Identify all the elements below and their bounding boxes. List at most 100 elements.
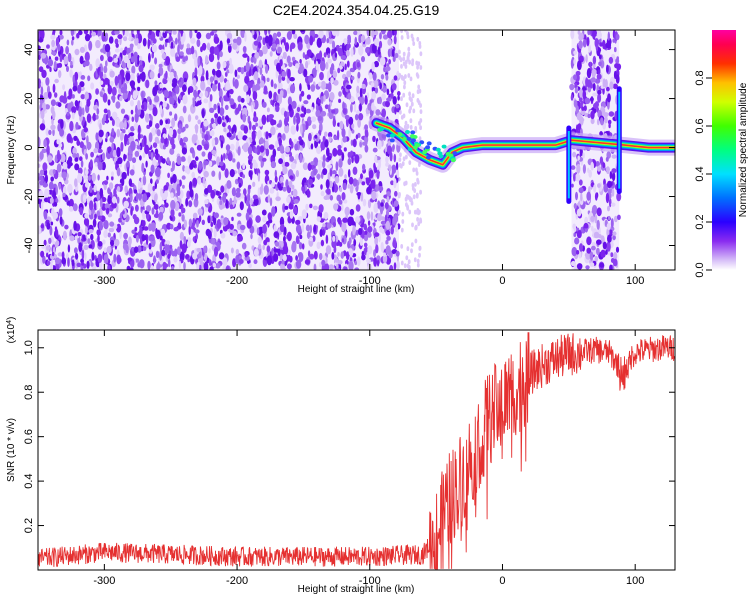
noise-speck (308, 75, 314, 83)
noise-speck (209, 76, 214, 83)
noise-speck (153, 255, 156, 264)
noise-speck (589, 82, 594, 89)
noise-speck (603, 183, 609, 193)
noise-speck (77, 167, 83, 175)
noise-speck (47, 155, 53, 163)
noise-speck (120, 108, 126, 114)
noise-speck (235, 254, 240, 264)
noise-speck (338, 241, 343, 247)
noise-speck (79, 46, 85, 54)
noise-speck (56, 153, 62, 161)
noise-speck (343, 147, 347, 152)
noise-speck (245, 212, 250, 221)
noise-speck (229, 57, 233, 66)
signal-blob (422, 150, 428, 155)
noise-speck (79, 207, 84, 216)
signal-blob (435, 147, 441, 152)
noise-speck (337, 260, 343, 265)
noise-speck (74, 100, 79, 107)
noise-speck (338, 199, 343, 205)
noise-speck (42, 255, 46, 264)
noise-speck (268, 219, 273, 224)
noise-speck (105, 60, 108, 67)
noise-speck (587, 30, 591, 36)
noise-speck (574, 237, 580, 245)
noise-speck (86, 135, 89, 145)
noise-speck (219, 40, 223, 51)
snr-x-ticks: -300 -200 -100 0 100 (93, 330, 644, 587)
noise-speck (214, 80, 218, 85)
y-tick-label: 0.2 (23, 518, 35, 533)
noise-speck (397, 209, 401, 215)
noise-speck (232, 41, 238, 50)
noise-speck (289, 175, 294, 180)
noise-speck (200, 46, 203, 53)
noise-speck (189, 30, 193, 39)
noise-speck (320, 239, 325, 247)
noise-speck (359, 237, 363, 246)
noise-speck (406, 263, 410, 269)
noise-speck (169, 72, 175, 77)
noise-speck (126, 166, 130, 177)
noise-speck (71, 94, 75, 99)
noise-speck (278, 137, 283, 146)
noise-speck (576, 263, 583, 270)
noise-speck (273, 231, 280, 239)
signal-blob (407, 147, 413, 152)
noise-speck (312, 205, 318, 211)
noise-speck (75, 121, 79, 130)
noise-speck (348, 237, 352, 245)
noise-speck (52, 30, 56, 35)
noise-speck (136, 145, 141, 150)
noise-speck (141, 220, 146, 227)
noise-speck (332, 170, 337, 176)
noise-speck (298, 63, 304, 74)
noise-speck (363, 242, 368, 248)
noise-speck (172, 30, 177, 35)
noise-speck (573, 172, 576, 182)
noise-speck (293, 138, 297, 143)
noise-speck (86, 98, 91, 107)
noise-speck (235, 248, 240, 256)
noise-speck (252, 116, 259, 123)
noise-speck (49, 197, 54, 204)
noise-speck (347, 92, 352, 100)
noise-speck (324, 131, 328, 137)
noise-speck (77, 232, 82, 237)
noise-speck (373, 30, 379, 36)
noise-speck (346, 70, 352, 78)
noise-speck (270, 126, 276, 136)
noise-speck (317, 116, 323, 121)
noise-speck (395, 162, 399, 171)
noise-speck (174, 113, 178, 121)
noise-speck (135, 204, 139, 212)
noise-speck (312, 124, 317, 130)
snr-y-multiplier: (x104) (6, 317, 18, 344)
noise-speck (204, 188, 209, 195)
noise-speck (370, 179, 376, 189)
noise-speck (218, 161, 224, 167)
noise-speck (259, 67, 263, 75)
noise-speck (588, 44, 592, 53)
noise-speck (251, 130, 256, 141)
noise-speck (333, 203, 339, 211)
colorbar-tick-label: 0.6 (694, 118, 706, 133)
noise-speck (385, 74, 389, 81)
noise-speck (163, 185, 168, 192)
noise-speck (220, 185, 225, 193)
noise-speck (571, 246, 578, 257)
noise-speck (61, 251, 65, 260)
noise-speck (352, 138, 357, 148)
noise-speck (403, 181, 406, 187)
noise-speck (572, 151, 577, 158)
noise-speck (89, 200, 94, 211)
noise-speck (150, 115, 153, 122)
noise-speck (168, 127, 174, 137)
noise-speck (576, 208, 582, 217)
noise-speck (91, 172, 97, 182)
noise-speck (406, 124, 410, 129)
noise-speck (353, 30, 358, 36)
noise-speck (114, 48, 120, 53)
noise-speck (45, 77, 50, 86)
noise-speck (596, 73, 602, 80)
